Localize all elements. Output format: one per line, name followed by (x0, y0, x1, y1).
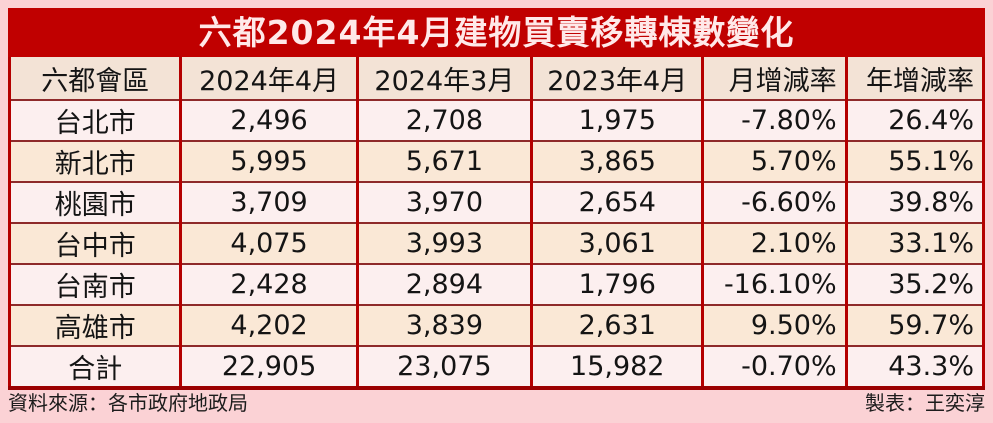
value-cell: 3,970 (355, 181, 534, 224)
value-cell: 2,428 (179, 263, 359, 306)
value-cell: 2,708 (355, 99, 534, 142)
statistics-board: 六都2024年4月建物買賣移轉棟數變化 六都會區 2024年4月 2024年3月… (7, 8, 986, 390)
column-header-region: 六都會區 (7, 57, 183, 101)
table-row-taipei: 台北市 2,496 2,708 1,975 -7.80% 26.4% (7, 99, 986, 142)
yoy-rate-cell: 43.3% (844, 345, 986, 389)
column-header-2024-04: 2024年4月 (179, 57, 359, 101)
table-row-tainan: 台南市 2,428 2,894 1,796 -16.10% 35.2% (7, 263, 986, 306)
transfer-stats-table: 六都會區 2024年4月 2024年3月 2023年4月 月增減率 年增減率 台… (7, 57, 986, 390)
header-row: 六都會區 2024年4月 2024年3月 2023年4月 月增減率 年增減率 (7, 57, 986, 101)
table-row-newtaipei: 新北市 5,995 5,671 3,865 5.70% 55.1% (7, 140, 986, 183)
value-cell: 22,905 (179, 345, 359, 389)
yoy-rate-cell: 59.7% (844, 304, 986, 347)
value-cell: 2,894 (355, 263, 534, 306)
yoy-rate-cell: 35.2% (844, 263, 986, 306)
city-cell: 台南市 (7, 263, 183, 306)
mom-rate-cell: 5.70% (701, 140, 848, 183)
value-cell: 3,865 (530, 140, 705, 183)
mom-rate-cell: 9.50% (701, 304, 848, 347)
city-cell: 高雄市 (7, 304, 183, 347)
table-row-total: 合計 22,905 23,075 15,982 -0.70% 43.3% (7, 345, 986, 389)
city-cell: 新北市 (7, 140, 183, 183)
value-cell: 2,496 (179, 99, 359, 142)
value-cell: 5,671 (355, 140, 534, 183)
value-cell: 3,993 (355, 222, 534, 265)
data-source-note: 資料來源：各市政府地政局 (8, 391, 248, 415)
yoy-rate-cell: 39.8% (844, 181, 986, 224)
value-cell: 3,061 (530, 222, 705, 265)
column-header-yoy-rate: 年增減率 (844, 57, 986, 101)
value-cell: 23,075 (355, 345, 534, 389)
value-cell: 4,202 (179, 304, 359, 347)
column-header-2023-04: 2023年4月 (530, 57, 705, 101)
value-cell: 5,995 (179, 140, 359, 183)
value-cell: 4,075 (179, 222, 359, 265)
value-cell: 15,982 (530, 345, 705, 389)
table-row-kaohsiung: 高雄市 4,202 3,839 2,631 9.50% 59.7% (7, 304, 986, 347)
mom-rate-cell: -7.80% (701, 99, 848, 142)
value-cell: 3,839 (355, 304, 534, 347)
column-header-2024-03: 2024年3月 (355, 57, 534, 101)
value-cell: 2,631 (530, 304, 705, 347)
column-header-mom-rate: 月增減率 (701, 57, 848, 101)
page-title: 六都2024年4月建物買賣移轉棟數變化 (8, 8, 985, 57)
value-cell: 3,709 (179, 181, 359, 224)
value-cell: 1,975 (530, 99, 705, 142)
table-row-taichung: 台中市 4,075 3,993 3,061 2.10% 33.1% (7, 222, 986, 265)
yoy-rate-cell: 26.4% (844, 99, 986, 142)
city-cell: 台北市 (7, 99, 183, 142)
table-row-taoyuan: 桃園市 3,709 3,970 2,654 -6.60% 39.8% (7, 181, 986, 224)
yoy-rate-cell: 55.1% (844, 140, 986, 183)
total-label-cell: 合計 (7, 345, 183, 389)
city-cell: 台中市 (7, 222, 183, 265)
footer: 資料來源：各市政府地政局 製表：王奕淳 (8, 387, 985, 416)
value-cell: 1,796 (530, 263, 705, 306)
mom-rate-cell: -16.10% (701, 263, 848, 306)
city-cell: 桃園市 (7, 181, 183, 224)
value-cell: 2,654 (530, 181, 705, 224)
yoy-rate-cell: 33.1% (844, 222, 986, 265)
mom-rate-cell: 2.10% (701, 222, 848, 265)
mom-rate-cell: -6.60% (701, 181, 848, 224)
mom-rate-cell: -0.70% (701, 345, 848, 389)
credit-note: 製表：王奕淳 (865, 391, 985, 415)
